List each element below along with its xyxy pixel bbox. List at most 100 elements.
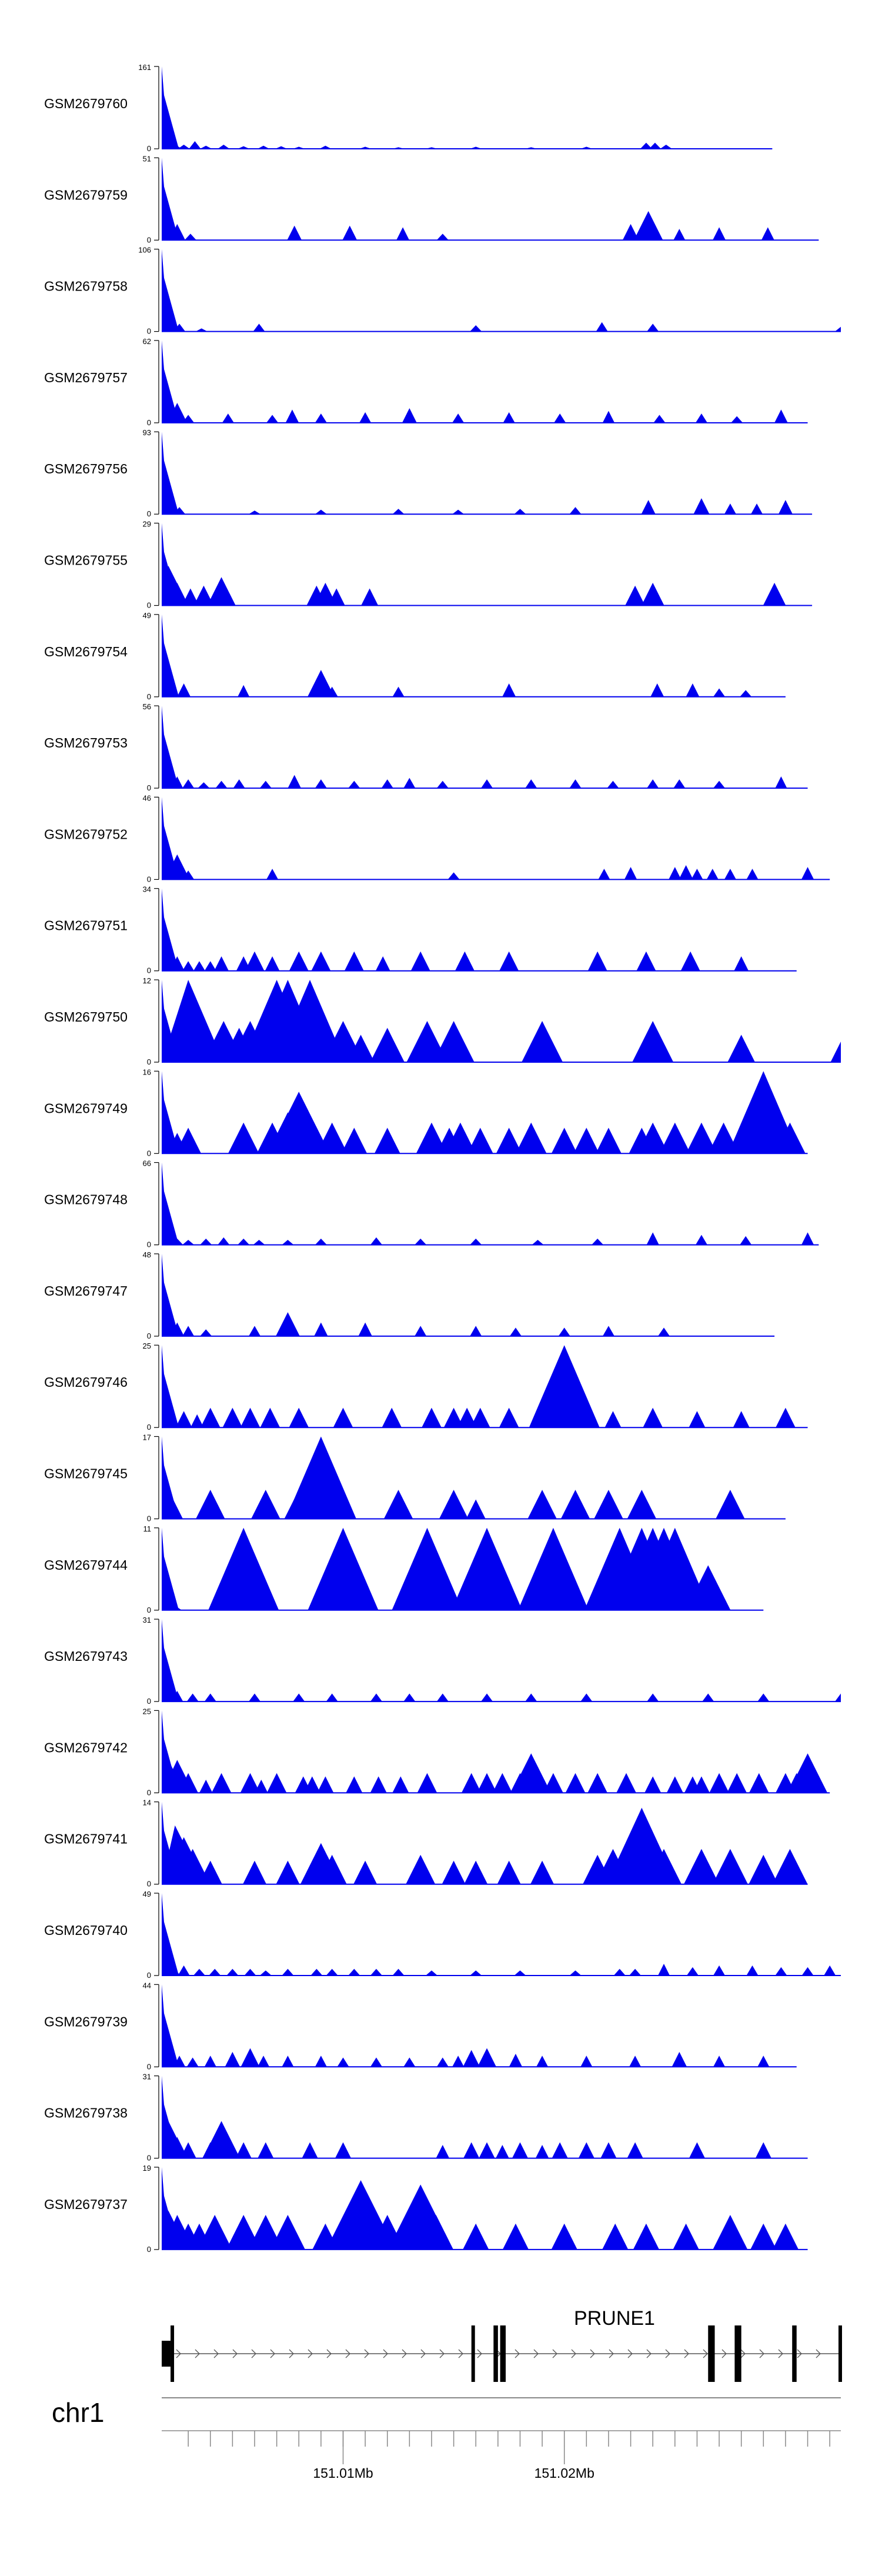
coverage-peak xyxy=(679,865,693,880)
coverage-peak xyxy=(402,408,417,423)
coverage-peak xyxy=(258,2056,270,2067)
coverage-peak xyxy=(370,1776,387,1793)
coverage-track: GSM2679747 48 0 xyxy=(44,1250,775,1340)
coverage-peak xyxy=(594,1490,623,1519)
coverage-peak xyxy=(186,2057,199,2067)
y-axis-max-label: 66 xyxy=(143,1159,151,1168)
coverage-peak xyxy=(604,1411,622,1428)
coverage-peak xyxy=(359,412,372,423)
coverage-peak xyxy=(647,323,659,332)
coverage-peak xyxy=(211,1773,232,1793)
y-axis-min-label: 0 xyxy=(147,327,151,336)
coverage-peak xyxy=(162,1619,182,1702)
coverage-peak xyxy=(517,1527,589,1610)
coverage-peak xyxy=(326,1968,338,1976)
coverage-peak xyxy=(190,1414,204,1428)
coverage-peak xyxy=(335,2142,352,2158)
coverage-peak xyxy=(347,1035,375,1062)
track-label: GSM2679741 xyxy=(44,1831,128,1847)
coverage-peak xyxy=(218,1237,230,1245)
y-axis-max-label: 31 xyxy=(143,2073,151,2081)
coverage-peak xyxy=(596,322,608,332)
coverage-peak xyxy=(358,1322,372,1336)
coverage-peak xyxy=(641,582,664,606)
coverage-peak xyxy=(162,1226,178,1245)
coverage-peak xyxy=(433,1021,475,1062)
coverage-peak xyxy=(317,1776,334,1793)
coverage-peak xyxy=(238,146,250,149)
coverage-peak xyxy=(162,1527,182,1610)
coverage-peak xyxy=(689,2142,706,2158)
coverage-peak xyxy=(436,233,449,241)
coverage-peak xyxy=(326,1693,338,1702)
coverage-peak xyxy=(315,779,327,789)
coverage-track: GSM2679753 56 0 xyxy=(44,702,808,792)
gene-track: PRUNE1 xyxy=(162,2307,842,2382)
coverage-peak xyxy=(193,961,205,971)
coverage-peak xyxy=(240,1773,260,1793)
coverage-peak xyxy=(255,1780,268,1793)
track-label: GSM2679745 xyxy=(44,1466,128,1481)
coverage-peak xyxy=(208,1527,279,1610)
strand-arrow xyxy=(402,2349,407,2358)
coverage-track: GSM2679740 49 0 xyxy=(44,1890,841,1980)
coverage-peak xyxy=(477,1773,497,1793)
coverage-peak xyxy=(640,142,652,149)
strand-arrow xyxy=(533,2349,539,2358)
coverage-peak xyxy=(646,1848,682,1884)
coverage-peak xyxy=(554,413,566,423)
coverage-peak xyxy=(447,872,460,880)
coverage-peak xyxy=(162,614,182,697)
coverage-track: GSM2679737 19 0 xyxy=(44,2164,808,2254)
coverage-peak xyxy=(381,779,393,789)
coverage-peak xyxy=(249,510,261,515)
y-axis-max-label: 93 xyxy=(143,428,151,437)
coverage-peak xyxy=(166,2137,188,2158)
y-axis-min-label: 0 xyxy=(147,2245,151,2254)
coverage-peak xyxy=(209,1968,221,1976)
axis-tick-label: 151.02Mb xyxy=(534,2465,594,2481)
strand-arrow xyxy=(514,2349,520,2358)
coverage-peak xyxy=(218,145,230,149)
coverage-peak xyxy=(186,1693,199,1702)
coverage-peak xyxy=(293,146,305,149)
coverage-peak xyxy=(370,1693,382,1702)
coverage-peak xyxy=(162,1962,175,1976)
coverage-peak xyxy=(470,146,482,149)
track-label: GSM2679738 xyxy=(44,2105,128,2121)
coverage-peak xyxy=(392,686,405,697)
y-axis-min-label: 0 xyxy=(147,1971,151,1980)
track-label: GSM2679760 xyxy=(44,96,128,111)
coverage-peak xyxy=(724,869,736,880)
coverage-track: GSM2679750 12 0 xyxy=(44,976,841,1066)
coverage-peak xyxy=(627,2142,643,2158)
coverage-peak xyxy=(162,1490,183,1519)
coverage-peak xyxy=(728,1071,799,1154)
y-axis-min-label: 0 xyxy=(147,692,151,701)
coverage-peak xyxy=(643,1407,663,1428)
coverage-peak xyxy=(772,2223,799,2250)
coverage-peak xyxy=(245,951,265,971)
coverage-peak xyxy=(162,1345,182,1428)
coverage-peak xyxy=(801,1232,814,1245)
coverage-peak xyxy=(175,1127,202,1154)
coverage-peak xyxy=(225,2051,240,2067)
coverage-peak xyxy=(282,1968,294,1976)
coverage-peak xyxy=(222,413,234,423)
coverage-peak xyxy=(406,1854,436,1884)
y-axis-min-label: 0 xyxy=(147,601,151,610)
track-label: GSM2679746 xyxy=(44,1374,128,1390)
coverage-peak xyxy=(713,2214,748,2250)
coverage-peak xyxy=(569,779,582,789)
coverage-peak xyxy=(370,2057,382,2067)
coverage-peak xyxy=(359,146,372,149)
coverage-peak xyxy=(403,1693,416,1702)
coverage-peak xyxy=(173,323,186,332)
coverage-peak xyxy=(238,685,250,697)
track-label: GSM2679747 xyxy=(44,1283,128,1299)
coverage-peak xyxy=(260,1407,280,1428)
y-axis-min-label: 0 xyxy=(147,418,151,427)
coverage-peak xyxy=(162,1411,177,1428)
coverage-peak xyxy=(702,1693,714,1702)
coverage-peak xyxy=(193,1968,205,1976)
